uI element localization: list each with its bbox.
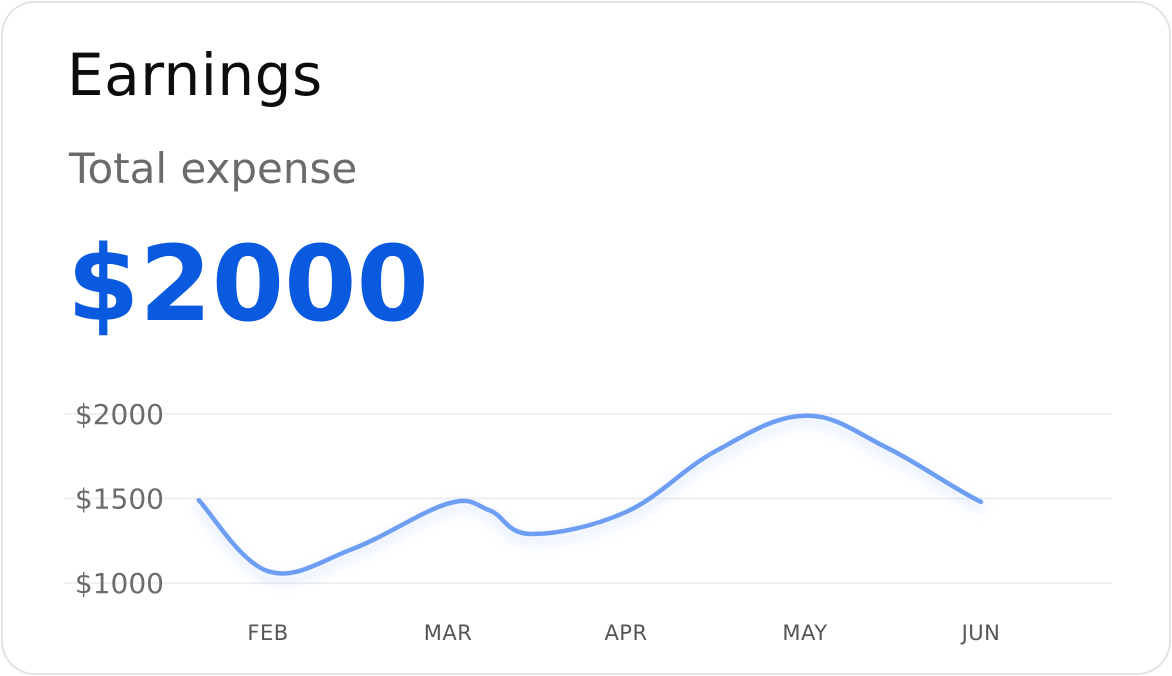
y-axis-ticks: $2000 $1500 $1000 (75, 398, 164, 600)
y-tick-label: $1500 (75, 483, 164, 516)
x-tick-label: APR (604, 621, 647, 645)
total-amount: $2000 (67, 223, 429, 345)
y-tick-label: $1000 (75, 567, 164, 600)
x-tick-label: MAR (424, 621, 473, 645)
x-tick-label: MAY (782, 621, 827, 645)
card-subtitle: Total expense (69, 144, 358, 193)
series-line (196, 413, 984, 576)
y-tick-label: $2000 (75, 398, 164, 431)
grid-lines (64, 413, 1112, 584)
x-axis-ticks: FEB MAR APR MAY JUN (247, 621, 1000, 645)
x-tick-label: FEB (247, 621, 288, 645)
card-title: Earnings (67, 41, 323, 109)
x-tick-label: JUN (960, 621, 1001, 645)
